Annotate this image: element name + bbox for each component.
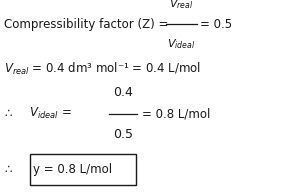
Text: $V_{real}$ = 0.4 dm³ mol⁻¹ = 0.4 L/mol: $V_{real}$ = 0.4 dm³ mol⁻¹ = 0.4 L/mol — [4, 60, 201, 77]
Text: ∴: ∴ — [4, 107, 12, 120]
Text: y = 0.8 L/mol: y = 0.8 L/mol — [33, 163, 112, 176]
Text: ∴: ∴ — [4, 163, 12, 176]
Text: $V_{real}$: $V_{real}$ — [169, 0, 194, 11]
Text: $V_{ideal}$: $V_{ideal}$ — [167, 38, 196, 52]
Text: Compressibility factor (Z) =: Compressibility factor (Z) = — [4, 18, 169, 31]
Text: 0.5: 0.5 — [113, 128, 133, 141]
Text: $V_{ideal}$ =: $V_{ideal}$ = — [29, 106, 71, 121]
Text: 0.4: 0.4 — [113, 86, 133, 99]
Text: = 0.5: = 0.5 — [200, 18, 232, 31]
Text: = 0.8 L/mol: = 0.8 L/mol — [142, 107, 210, 120]
